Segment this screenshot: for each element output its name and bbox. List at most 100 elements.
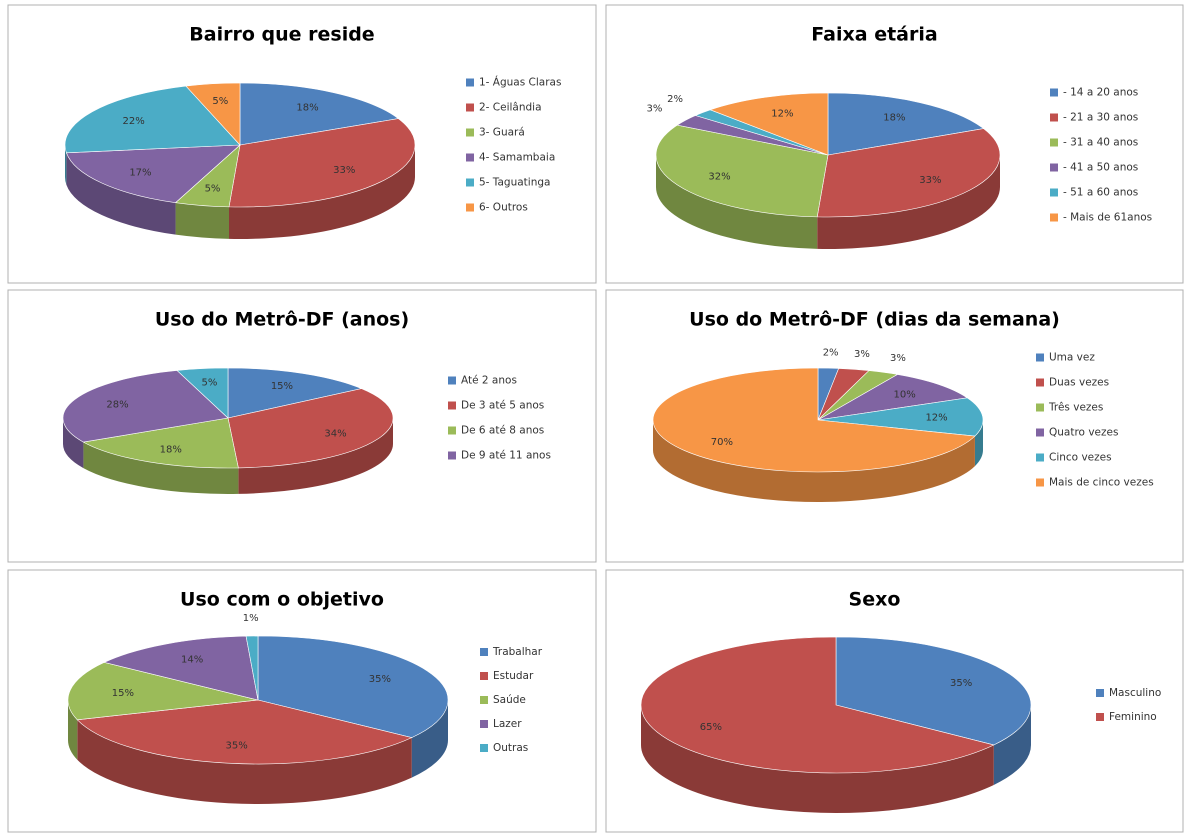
legend-label: Outras xyxy=(493,742,528,754)
chart-title: Uso com o objetivo xyxy=(180,589,384,611)
data-label: 33% xyxy=(333,165,355,176)
legend-label: Lazer xyxy=(493,718,522,730)
legend-swatch xyxy=(448,426,456,435)
pie-slice xyxy=(67,662,259,721)
chart-title: Sexo xyxy=(849,589,901,611)
legend-swatch xyxy=(448,451,456,460)
legend-label: Mais de cinco vezes xyxy=(1049,477,1154,489)
data-label: 5% xyxy=(212,96,228,107)
legend-swatch xyxy=(480,672,488,680)
pie-slice xyxy=(652,367,976,473)
pie-side xyxy=(229,145,415,239)
pie-slice xyxy=(827,92,985,156)
legend-label: De 9 até 11 anos xyxy=(461,450,551,462)
legend-swatch xyxy=(466,128,474,137)
pie-slice xyxy=(816,128,1001,218)
legend-label: Masculino xyxy=(1109,687,1161,699)
legend-swatch xyxy=(466,153,474,162)
legend-swatch xyxy=(466,78,474,87)
chart-title: Faixa etária xyxy=(811,24,937,46)
data-label: 18% xyxy=(296,102,318,113)
pie-side xyxy=(993,705,1031,785)
pie-slice xyxy=(817,397,984,437)
pie-slice xyxy=(640,636,995,774)
pie-slice xyxy=(835,636,1032,746)
pie-side xyxy=(641,705,994,813)
legend-swatch xyxy=(1096,713,1104,721)
legend-swatch xyxy=(1050,213,1058,222)
data-label: 2% xyxy=(823,348,839,359)
data-label: 1% xyxy=(243,613,259,624)
legend-label: Duas vezes xyxy=(1049,377,1109,389)
data-label: 34% xyxy=(324,428,346,439)
data-label: 17% xyxy=(129,167,151,178)
legend-swatch xyxy=(480,720,488,728)
data-label: 65% xyxy=(700,722,722,733)
legend-swatch xyxy=(466,103,474,112)
data-label: 2% xyxy=(667,94,683,105)
pie-slice xyxy=(82,417,239,469)
data-label: 32% xyxy=(708,172,730,183)
data-label: 14% xyxy=(181,655,203,666)
data-label: 33% xyxy=(919,175,941,186)
pie-side xyxy=(817,155,1000,249)
legend-swatch xyxy=(480,696,488,704)
pie-side xyxy=(656,155,818,249)
pie-slice xyxy=(103,635,259,701)
pie-slice xyxy=(64,85,241,154)
data-label: 35% xyxy=(225,741,247,752)
legend-label: Três vezes xyxy=(1048,402,1103,414)
data-label: 5% xyxy=(205,184,221,195)
legend-swatch xyxy=(1050,188,1058,197)
pie-slice xyxy=(227,388,394,469)
legend-label: Estudar xyxy=(493,670,534,682)
legend-label: - 41 a 50 anos xyxy=(1063,162,1138,174)
pie-side xyxy=(77,719,412,805)
legend-swatch xyxy=(480,648,488,656)
data-label: 3% xyxy=(854,349,870,360)
legend-label: Saúde xyxy=(493,694,526,706)
legend-swatch xyxy=(466,203,474,212)
legend-swatch xyxy=(1050,163,1058,172)
legend-label: Feminino xyxy=(1109,711,1157,723)
pie-slice xyxy=(62,370,229,443)
legend-swatch xyxy=(1036,453,1044,462)
data-label: 3% xyxy=(647,103,663,114)
data-label: 35% xyxy=(950,678,972,689)
chart-title: Bairro que reside xyxy=(189,24,374,46)
data-label: 35% xyxy=(369,674,391,685)
legend-swatch xyxy=(1050,113,1058,122)
legend-label: 2- Ceilândia xyxy=(479,102,542,114)
legend-swatch xyxy=(466,178,474,187)
legend-label: - 31 a 40 anos xyxy=(1063,137,1138,149)
legend-label: 4- Samambaia xyxy=(479,152,555,164)
pie-slice xyxy=(76,699,413,765)
data-label: 28% xyxy=(106,400,128,411)
legend-swatch xyxy=(480,744,488,752)
legend-label: Uma vez xyxy=(1049,352,1095,364)
pie-side xyxy=(66,152,176,235)
chart-title: Uso do Metrô-DF (anos) xyxy=(155,309,409,331)
data-label: 15% xyxy=(271,381,293,392)
data-label: 15% xyxy=(112,688,134,699)
legend-swatch xyxy=(1036,428,1044,437)
data-label: 5% xyxy=(201,377,217,388)
pie-side xyxy=(411,700,448,778)
legend-label: 6- Outros xyxy=(479,202,528,214)
data-label: 12% xyxy=(771,108,793,119)
legend-label: 5- Taguatinga xyxy=(479,177,550,189)
legend-label: - 51 a 60 anos xyxy=(1063,187,1138,199)
legend-swatch xyxy=(1036,353,1044,362)
pie-slice xyxy=(709,92,829,156)
data-label: 10% xyxy=(893,389,915,400)
legend-swatch xyxy=(1050,88,1058,97)
legend-swatch xyxy=(1036,403,1044,412)
pie-side xyxy=(65,145,67,185)
data-label: 22% xyxy=(122,116,144,127)
pie-slice xyxy=(257,635,449,738)
pie-slice xyxy=(655,124,829,218)
pie-side xyxy=(68,700,78,760)
pie-slice xyxy=(245,635,259,701)
data-label: 18% xyxy=(160,445,182,456)
